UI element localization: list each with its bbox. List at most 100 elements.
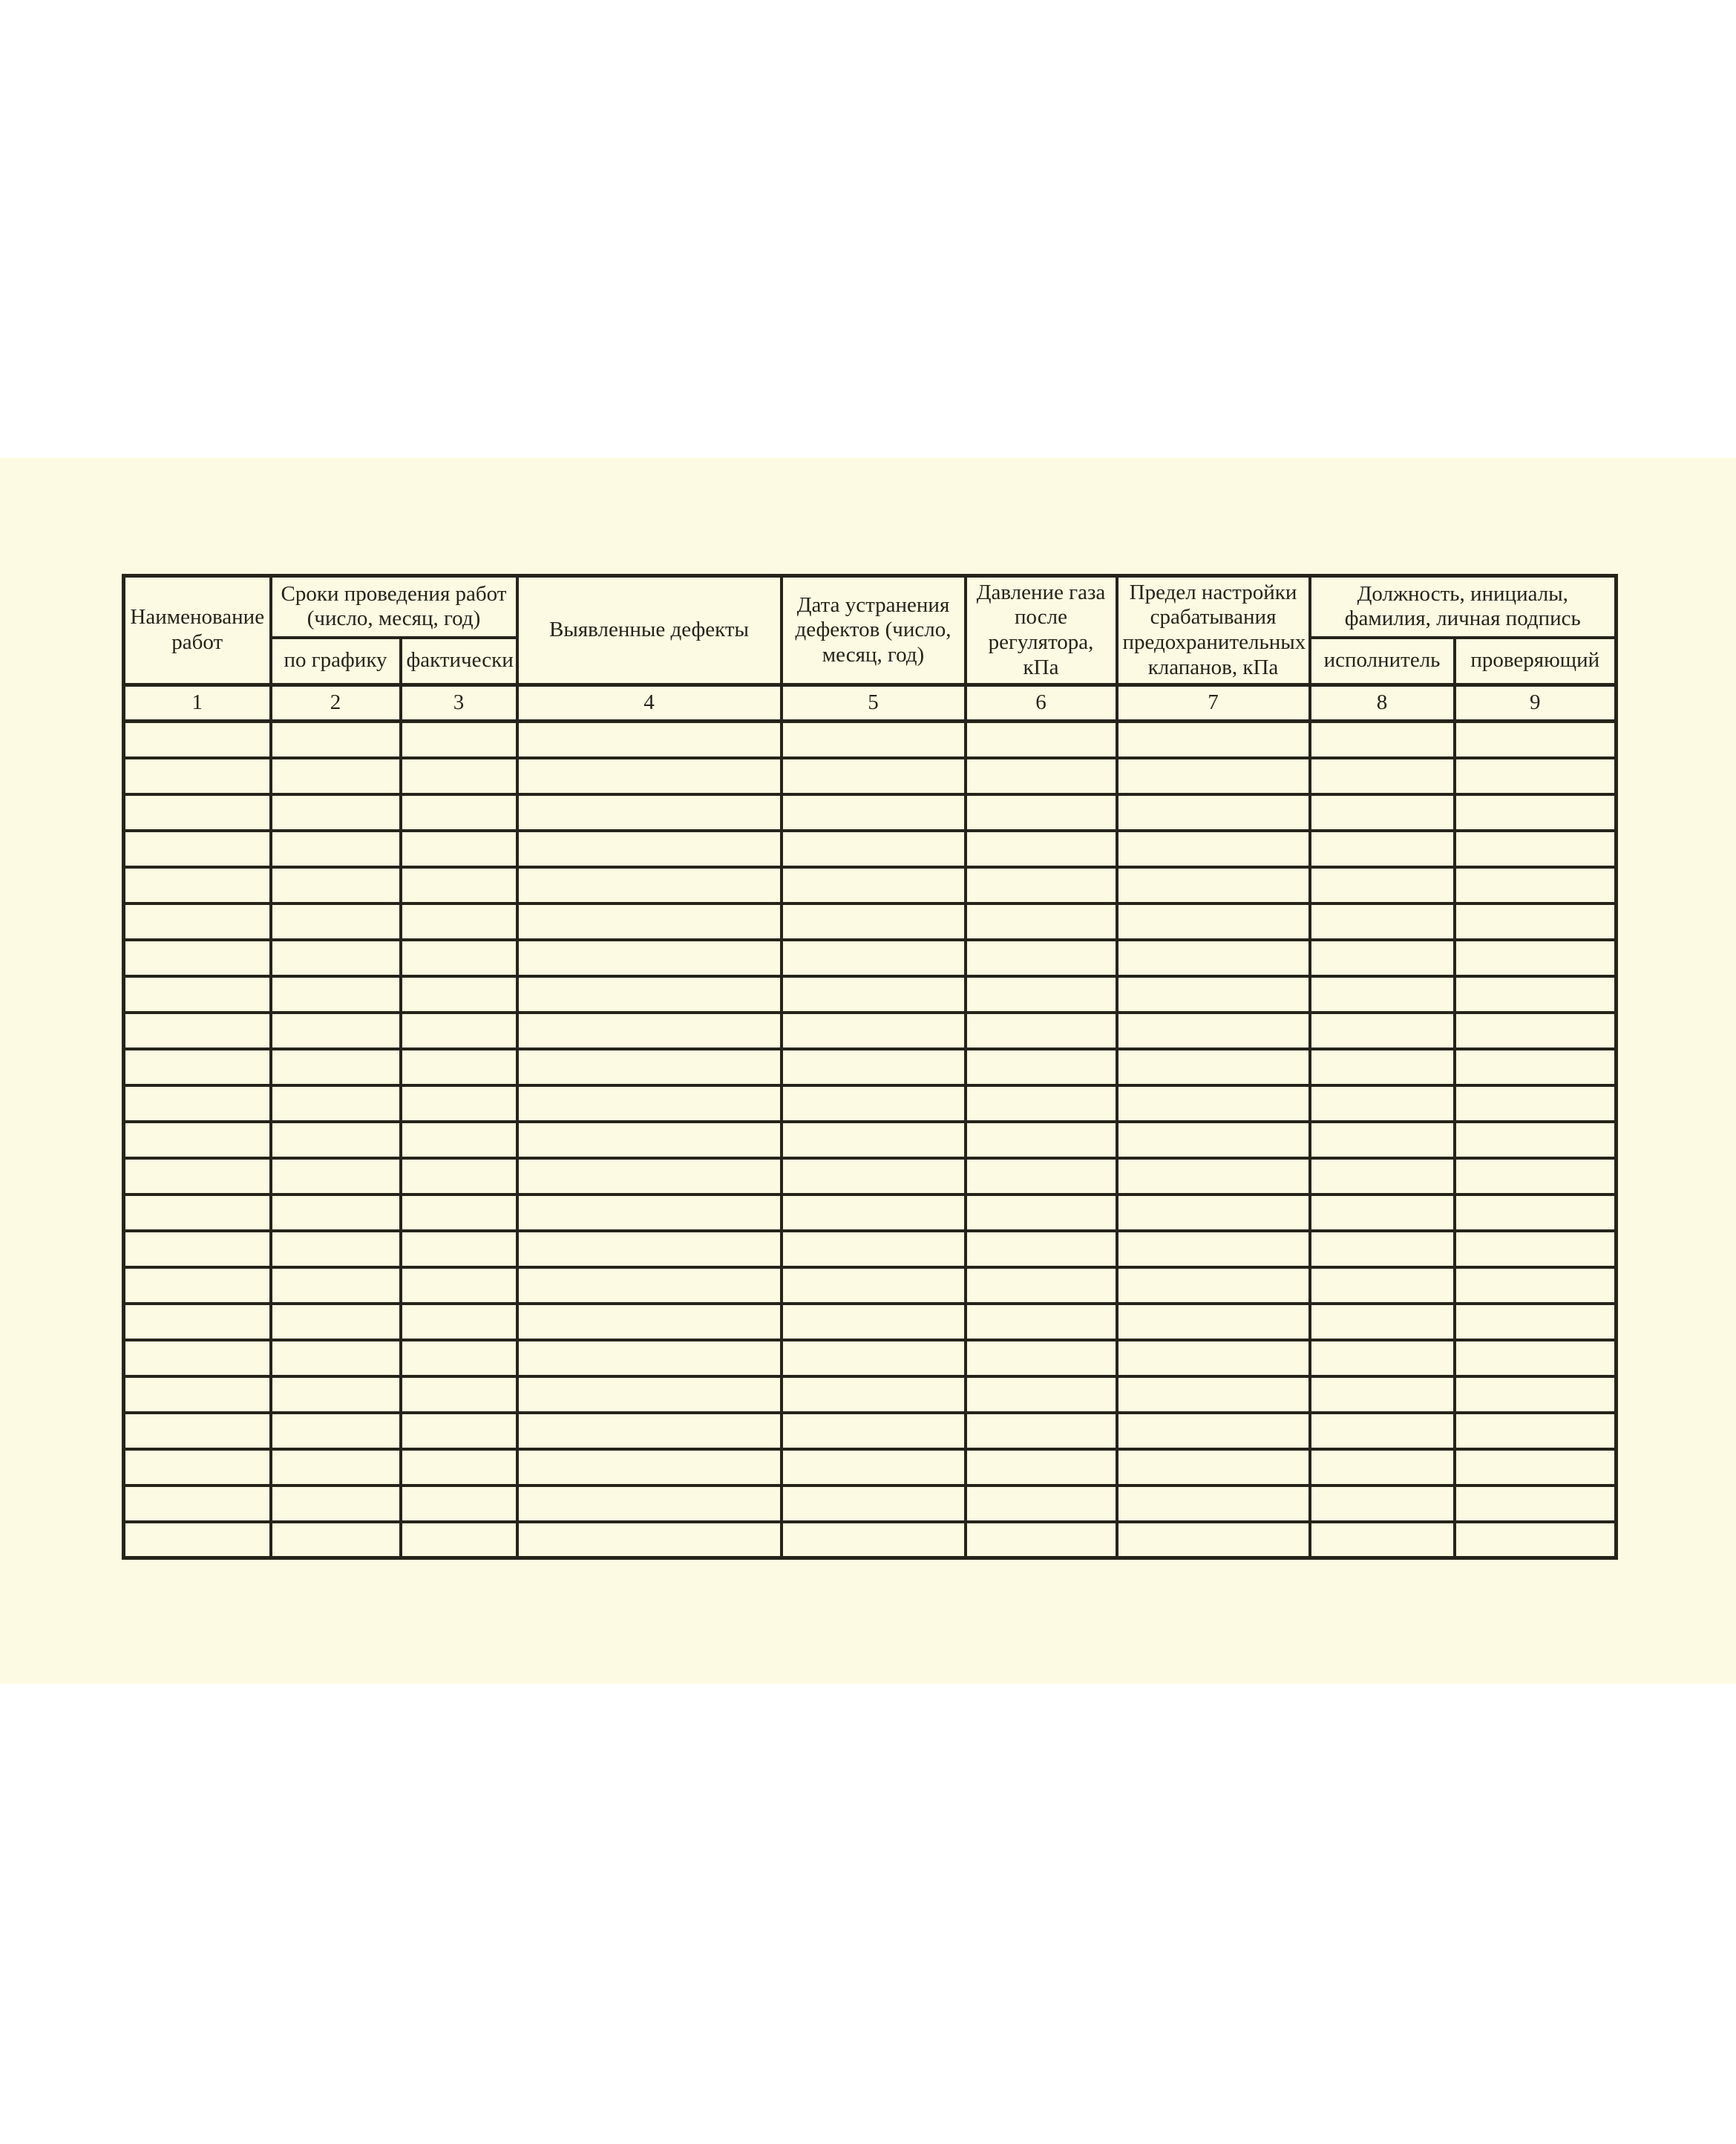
col-header-by-schedule: по графику (269, 635, 402, 687)
empty-cell (269, 1374, 402, 1414)
empty-cell (269, 1447, 402, 1487)
empty-cell (399, 1411, 519, 1451)
empty-cell (1115, 974, 1311, 1014)
table-row (122, 1083, 1618, 1123)
empty-cell (1452, 974, 1618, 1014)
col-header-defects-found: Выявленные дефекты (515, 574, 783, 687)
empty-cell (963, 1447, 1118, 1487)
empty-cell (963, 1411, 1118, 1451)
empty-cell (269, 938, 402, 978)
col-header-safety-valve-limit: Предел настройки срабатывания предохрани… (1115, 574, 1311, 687)
empty-cell (1308, 1083, 1456, 1123)
table-row (122, 1229, 1618, 1269)
table-row (122, 1156, 1618, 1196)
table-row (122, 1265, 1618, 1305)
empty-cell (1452, 1338, 1618, 1378)
empty-cell (963, 938, 1118, 978)
empty-cell (779, 1447, 967, 1487)
empty-cell (1308, 1120, 1456, 1160)
empty-cell (1115, 1265, 1311, 1305)
empty-cell (122, 1374, 272, 1414)
empty-cell (963, 756, 1118, 796)
empty-cell (399, 974, 519, 1014)
empty-cell (1452, 1301, 1618, 1341)
empty-cell (1452, 1192, 1618, 1232)
table-row (122, 1447, 1618, 1487)
empty-cell (515, 901, 783, 941)
empty-cell (122, 828, 272, 869)
empty-cell (269, 1083, 402, 1123)
empty-cell (399, 1374, 519, 1414)
empty-cell (515, 828, 783, 869)
empty-cell (1452, 828, 1618, 869)
empty-cell (1115, 1301, 1311, 1341)
empty-cell (122, 1301, 272, 1341)
empty-cell (515, 1338, 783, 1378)
empty-cell (779, 1265, 967, 1305)
empty-cell (1308, 828, 1456, 869)
empty-cell (122, 938, 272, 978)
empty-cell (269, 974, 402, 1014)
empty-cell (1452, 756, 1618, 796)
empty-cell (122, 756, 272, 796)
col-header-signature-group: Должность, инициалы, фамилия, личная под… (1308, 574, 1618, 639)
empty-cell (779, 974, 967, 1014)
form-sheet: Наименование работ Сроки проведения рабо… (0, 458, 1736, 1684)
empty-cell (399, 1338, 519, 1378)
empty-cell (269, 1192, 402, 1232)
table-row (122, 719, 1618, 759)
empty-cell (399, 1265, 519, 1305)
empty-cell (122, 1156, 272, 1196)
col-header-work-name: Наименование работ (122, 574, 272, 687)
empty-cell (515, 719, 783, 759)
empty-cell (1115, 1411, 1311, 1451)
empty-cell (1308, 1411, 1456, 1451)
empty-cell (515, 1265, 783, 1305)
column-number: 9 (1452, 683, 1618, 723)
empty-cell (779, 792, 967, 832)
empty-cell (1115, 1047, 1311, 1087)
table-row (122, 1338, 1618, 1378)
empty-cell (122, 1083, 272, 1123)
empty-cell (1115, 901, 1311, 941)
empty-cell (515, 1447, 783, 1487)
empty-cell (963, 1120, 1118, 1160)
empty-cell (399, 1120, 519, 1160)
empty-cell (399, 1156, 519, 1196)
empty-cell (963, 1338, 1118, 1378)
empty-cell (515, 1301, 783, 1341)
col-header-executor: исполнитель (1308, 635, 1456, 687)
empty-cell (1115, 1156, 1311, 1196)
empty-cell (515, 1483, 783, 1523)
empty-cell (1308, 1301, 1456, 1341)
empty-cell (779, 719, 967, 759)
empty-cell (399, 938, 519, 978)
table-row (122, 756, 1618, 796)
empty-cell (1308, 756, 1456, 796)
empty-cell (963, 828, 1118, 869)
empty-cell (1308, 719, 1456, 759)
empty-cell (1452, 792, 1618, 832)
empty-cell (515, 1156, 783, 1196)
empty-cell (122, 1265, 272, 1305)
empty-cell (399, 1447, 519, 1487)
table-row (122, 1301, 1618, 1341)
empty-cell (779, 1192, 967, 1232)
empty-cell (1115, 1192, 1311, 1232)
empty-cell (1308, 1192, 1456, 1232)
empty-cell (1308, 938, 1456, 978)
empty-cell (963, 1265, 1118, 1305)
empty-cell (963, 1010, 1118, 1050)
empty-cell (122, 1192, 272, 1232)
table-row (122, 1047, 1618, 1087)
column-number: 8 (1308, 683, 1456, 723)
table-row (122, 1120, 1618, 1160)
empty-cell (1452, 1010, 1618, 1050)
empty-cell (1308, 792, 1456, 832)
empty-cell (1452, 1083, 1618, 1123)
empty-cell (779, 828, 967, 869)
table-header: Наименование работ Сроки проведения рабо… (122, 574, 1618, 723)
empty-cell (269, 1301, 402, 1341)
empty-cell (963, 1083, 1118, 1123)
empty-cell (1452, 1156, 1618, 1196)
